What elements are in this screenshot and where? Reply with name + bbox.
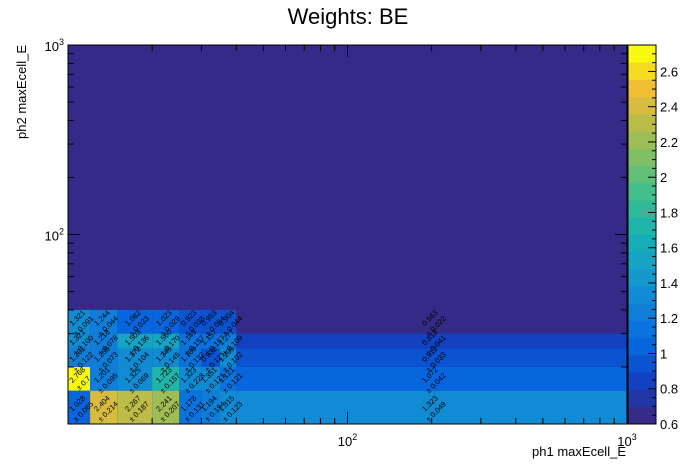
x-tick-label: 103 [617,432,636,449]
heatmap-cell [90,333,118,349]
heatmap-cell [201,348,221,367]
heatmap-cell [68,366,91,391]
colorbar-swatch [628,372,656,390]
heatmap-cell [201,366,221,391]
colorbar-swatch [628,320,656,339]
colorbar-frame [627,44,657,425]
colorbar-swatch [628,131,656,149]
colorbar-swatch [628,406,656,425]
heatmap-cell [117,333,153,349]
colorbar-swatch [628,217,656,235]
heatmap-cell [68,348,91,367]
heatmap-cell [201,309,221,334]
colorbar-swatch [628,45,656,63]
colorbar-swatch [628,355,656,373]
heatmap-cell [179,390,202,424]
heatmap-cell [220,309,237,334]
heatmap-cell [152,348,180,367]
y-axis-title: ph2 maxEcell_E [14,45,29,139]
colorbar-swatch [628,286,656,304]
heatmap-cell [90,348,118,367]
heatmap-cell [179,348,202,367]
heatmap-cell [220,333,237,349]
x-axis-title: ph1 maxEcell_E [532,444,626,459]
colorbar: 0.6 0.8 1 1.2 1.4 1.6 1.8 2 2.2 2.4 2.6 [627,44,678,432]
colorbar-swatch [628,62,656,80]
heatmap-cell [201,333,221,349]
heatmap-cell [117,348,153,367]
colorbar-tick-label: 2.4 [660,100,678,115]
heatmap-cell [201,390,221,424]
heatmap-cell [179,333,202,349]
heatmap-cell [152,333,180,349]
heatmap-cells [68,45,628,424]
heatmap-cell [90,309,118,334]
heatmap-cell [117,309,153,334]
colorbar-swatch [628,148,656,166]
heatmap-cell [68,333,91,349]
x-tick-label: 102 [338,432,357,449]
heatmap-cell [68,309,91,334]
heatmap-cell [68,390,91,424]
y-tick-label: 102 [45,227,64,244]
y-tick-label: 103 [45,37,64,54]
colorbar-swatch [628,96,656,115]
heatmap-cell [220,348,237,367]
heatmap-cell [152,390,180,424]
colorbar-tick-label: 1.4 [660,276,678,291]
heatmap-cell [236,309,628,334]
heatmap-cell [220,366,237,391]
colorbar-swatch [628,113,656,132]
colorbar-swatch [628,182,656,201]
heatmap-cell [117,366,153,391]
colorbar-swatch [628,200,656,218]
heatmap-cell [236,348,628,367]
heatmap-cell [179,309,202,334]
colorbar-tick-label: 2.6 [660,64,678,79]
colorbar-swatch [628,268,656,287]
heatmap-cell [236,366,628,391]
colorbar-swatch [628,165,656,184]
colorbar-tick-label: 1.6 [660,241,678,256]
heatmap-cell [90,366,118,391]
axes: 102 103 102 103 [45,37,637,449]
colorbar-swatch [628,79,656,98]
colorbar-swatch [628,251,656,270]
colorbar-tick-label: 2 [660,170,667,185]
heatmap-cell [152,366,180,391]
colorbar-tick-label: 0.8 [660,382,678,397]
colorbar-tick-label: 2.2 [660,135,678,150]
colorbar-tick-label: 1.8 [660,205,678,220]
heatmap-cell [90,390,118,424]
colorbar-swatch [628,337,656,356]
heatmap-cell [179,366,202,391]
heatmap-cell [152,309,180,334]
heatmap-cell [117,390,153,424]
heatmap-cell [236,333,628,349]
colorbar-swatch [628,234,656,253]
colorbar-swatch [628,303,656,322]
chart-title: Weights: BE [288,4,409,29]
colorbar-tick-label: 1.2 [660,311,678,326]
colorbar-swatch [628,389,656,408]
colorbar-tick-label: 0.6 [660,417,678,432]
heatmap-cell [220,390,237,424]
colorbar-tick-label: 1 [660,346,667,361]
